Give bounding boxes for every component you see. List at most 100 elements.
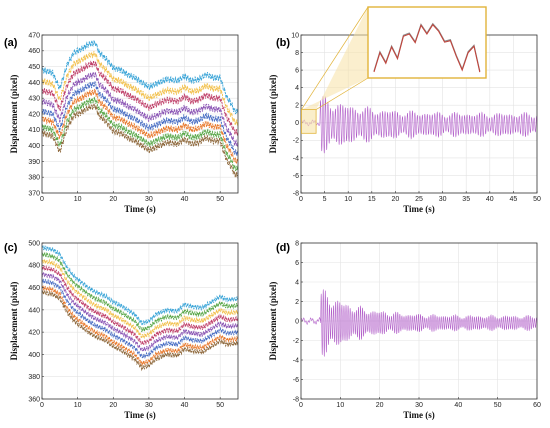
x-tick-label: 10 — [74, 402, 82, 409]
panel-a: 0 10 20 30 40 50 370 380 390 400 410 420 430 440 450 46… — [4, 32, 239, 214]
x-tick-label: 10 — [344, 196, 352, 203]
y-tick-label: -4 — [293, 357, 299, 364]
series-line-7 — [42, 285, 238, 366]
y-axis-label: Displacement (pixel) — [268, 282, 278, 361]
x-axis-label: Time (s) — [403, 410, 435, 420]
x-tick-label: 35 — [462, 196, 470, 203]
panel-label: (a) — [4, 37, 18, 49]
y-tick-label: 420 — [28, 330, 40, 337]
y-tick-label: -6 — [293, 173, 299, 180]
zoom-connector-line — [315, 77, 369, 110]
y-axis-label: Displacement (pixel) — [9, 75, 19, 154]
x-axis-label: Time (s) — [124, 204, 156, 214]
panel-c: 0 10 20 30 40 50 360 380 400 420 440 460 480 500 Time … — [4, 240, 239, 420]
x-tick-label: 20 — [109, 196, 117, 203]
y-axis-label: Displacement (pixel) — [268, 75, 278, 154]
series-line-8 — [42, 103, 238, 179]
plot-area — [301, 289, 537, 357]
x-tick-label: 20 — [392, 196, 400, 203]
x-tick-label: 30 — [145, 196, 153, 203]
y-axis-label: Displacement (pixel) — [9, 282, 19, 361]
y-tick-label: -8 — [293, 396, 299, 403]
inset-frame — [367, 6, 487, 79]
series-line-5 — [42, 271, 238, 353]
y-tick-label: 440 — [28, 80, 40, 87]
y-tick-label: 400 — [28, 143, 40, 150]
x-tick-label: 20 — [376, 402, 384, 409]
y-tick-label: 360 — [28, 396, 40, 403]
x-tick-label: 30 — [439, 196, 447, 203]
y-tick-label: -4 — [293, 155, 299, 162]
inset-series-2 — [373, 23, 481, 73]
series-line-1 — [42, 40, 238, 115]
series-line-6 — [42, 88, 238, 165]
y-tick-label: -2 — [293, 338, 299, 345]
y-tick-label: 4 — [295, 279, 299, 286]
panel-d: 0 10 20 30 40 50 60 -8 -6 -4 -2 0 2 4 6 8 Time (s) Displa… — [268, 240, 541, 420]
y-tick-label: 410 — [28, 127, 40, 134]
series-line-2 — [42, 251, 238, 332]
series-line-5 — [42, 81, 238, 157]
y-tick-label: 6 — [295, 260, 299, 267]
x-tick-label: 0 — [40, 402, 44, 409]
x-tick-label: 40 — [454, 402, 462, 409]
panel-label: (d) — [276, 242, 290, 254]
y-tick-label: -2 — [293, 138, 299, 145]
y-tick-label: 460 — [28, 285, 40, 292]
y-tick-label: 2 — [295, 103, 299, 110]
y-tick-label: 500 — [28, 240, 40, 247]
x-axis-label: Time (s) — [403, 204, 435, 214]
x-tick-label: 5 — [323, 196, 327, 203]
y-tick-label: 10 — [291, 32, 299, 39]
y-tick-label: -6 — [293, 377, 299, 384]
series-line-4 — [42, 265, 238, 346]
x-tick-label: 30 — [415, 402, 423, 409]
x-tick-label: 50 — [216, 402, 224, 409]
x-tick-label: 0 — [299, 196, 303, 203]
y-tick-label: 430 — [28, 96, 40, 103]
x-tick-label: 10 — [74, 196, 82, 203]
y-tick-label: 8 — [295, 50, 299, 57]
y-tick-label: 0 — [295, 318, 299, 325]
zoom-region — [301, 109, 317, 134]
panel-label: (c) — [4, 242, 18, 254]
series-line-2 — [42, 51, 238, 127]
x-tick-label: 25 — [415, 196, 423, 203]
panel-b: 0 5 10 15 20 25 30 35 40 45 50 -8 -6 -4 -2 0 2 4 6 8 10 Time … — [268, 6, 541, 214]
y-tick-label: 6 — [295, 68, 299, 75]
x-tick-label: 0 — [299, 402, 303, 409]
y-tick-label: 480 — [28, 263, 40, 270]
zoom-connector-line — [301, 6, 369, 110]
x-tick-label: 20 — [109, 402, 117, 409]
series-line-4 — [42, 71, 238, 147]
signal-line — [301, 96, 537, 154]
y-tick-label: 450 — [28, 64, 40, 71]
y-tick-label: 0 — [295, 120, 299, 127]
x-tick-label: 40 — [486, 196, 494, 203]
panel-label: (b) — [276, 37, 290, 49]
series-line-8 — [42, 289, 238, 372]
x-tick-label: 60 — [533, 402, 541, 409]
x-tick-label: 40 — [181, 402, 189, 409]
y-tick-label: 440 — [28, 307, 40, 314]
x-tick-label: 50 — [533, 196, 541, 203]
y-tick-label: -8 — [293, 190, 299, 197]
series-line-6 — [42, 278, 238, 360]
signal-line — [301, 289, 537, 357]
x-axis-label: Time (s) — [124, 410, 156, 420]
x-tick-label: 50 — [494, 402, 502, 409]
x-tick-label: 30 — [145, 402, 153, 409]
y-tick-label: 4 — [295, 85, 299, 92]
plot-area — [301, 96, 537, 154]
y-tick-label: 400 — [28, 352, 40, 359]
x-tick-label: 10 — [336, 402, 344, 409]
y-tick-label: 380 — [28, 374, 40, 381]
axes-frame — [41, 242, 239, 400]
x-tick-label: 15 — [368, 196, 376, 203]
x-tick-label: 40 — [181, 196, 189, 203]
x-tick-label: 50 — [216, 196, 224, 203]
x-tick-label: 0 — [40, 196, 44, 203]
zoom-connector — [301, 7, 368, 110]
y-tick-label: 390 — [28, 159, 40, 166]
